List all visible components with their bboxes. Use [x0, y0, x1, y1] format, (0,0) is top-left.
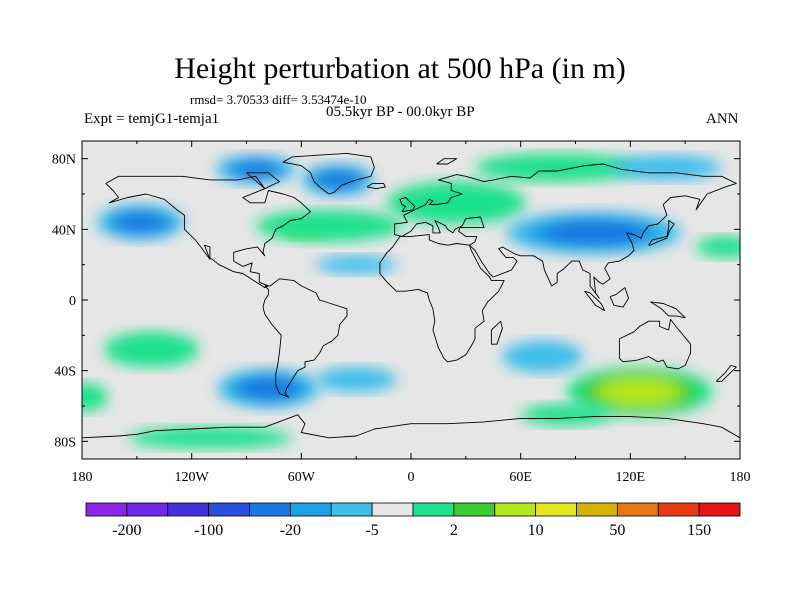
anomaly-south-pacific-high	[103, 331, 199, 368]
coastline-baffin	[246, 172, 280, 190]
anomaly-southern-ocean-high	[127, 427, 293, 449]
coastline-borneo	[609, 287, 629, 308]
colorbar-label: 10	[528, 522, 544, 539]
y-tick-label: 0	[69, 294, 76, 309]
experiment-label: Expt = temjG1-temja1	[84, 111, 220, 127]
coastline-layer	[82, 152, 740, 439]
coastline-antarctica-edge	[82, 414, 740, 439]
colorbar-swatch	[371, 502, 414, 517]
season-label: ANN	[706, 111, 739, 127]
coastline-svalbard	[436, 158, 458, 165]
coastline-north-america	[105, 175, 311, 289]
colorbar-label: -100	[194, 522, 223, 539]
anomaly-indian-ocean-low	[502, 340, 583, 373]
x-tick-label: 60E	[509, 470, 532, 485]
coastline-greenland	[282, 152, 375, 195]
coastline-south-america	[262, 278, 348, 398]
colorbar-swatch	[657, 502, 700, 517]
period-label: 05.5kyr BP - 00.0kyr BP	[326, 104, 475, 120]
anomaly-siberia-high	[474, 153, 640, 182]
colorbar-swatch	[576, 502, 618, 517]
colorbar-label: -5	[365, 522, 378, 539]
coastline-japan	[648, 220, 675, 246]
colorbar: -200 -100 -20 -5 2 10 50 150	[85, 502, 741, 539]
y-tick-label: 40S	[54, 365, 76, 380]
anomaly-west-pacific-high	[696, 236, 740, 258]
anomaly-northeast-siberia-low	[612, 155, 722, 180]
anomaly-north-atlantic-ridge	[255, 209, 402, 242]
coastline-new-guinea	[650, 301, 686, 319]
colorbar-swatch	[126, 502, 169, 517]
anomaly-layer	[82, 153, 740, 449]
colorbar-swatch	[289, 502, 332, 517]
colorbar-swatch	[412, 502, 455, 517]
colorbar-label: 50	[609, 522, 625, 539]
colorbar-label: 2	[450, 522, 458, 539]
anomaly-subtropical-atlantic-low	[315, 255, 397, 274]
colorbar-swatch	[494, 502, 537, 517]
stats-subtitle: rmsd= 3.70533 diff= 3.53474e-10	[190, 92, 367, 107]
anomaly-greenland-low	[301, 163, 375, 196]
anomaly-australia-high	[566, 367, 713, 417]
coastline-eurasia	[394, 163, 737, 299]
colorbar-label: 150	[687, 522, 711, 539]
y-tick-label: 40N	[52, 223, 76, 238]
coastline-sumatra	[584, 290, 606, 312]
colorbar-swatch	[616, 502, 659, 517]
x-tick-label: 120E	[616, 470, 646, 485]
colorbar-swatch	[535, 502, 577, 517]
coastline-africa	[379, 234, 505, 363]
chart-title: Height perturbation at 500 hPa (in m)	[174, 52, 626, 85]
anomaly-south-atlantic-low	[315, 367, 397, 392]
x-tick-label: 180	[72, 470, 93, 485]
colorbar-swatch	[208, 502, 250, 517]
coastline-australia	[618, 318, 692, 370]
colorbar-swatch	[85, 502, 128, 517]
x-tick-label: 120W	[175, 470, 210, 485]
coastline-iceland	[366, 182, 386, 190]
coastline-madagascar	[490, 320, 503, 345]
colorbar-label: -200	[112, 522, 141, 539]
anomaly-south-indian-high	[520, 404, 613, 426]
x-tick-label: 60W	[288, 470, 316, 485]
anomaly-eurasia-high	[387, 181, 527, 225]
x-tick-label: 0	[408, 470, 415, 485]
anomaly-north-pacific-low	[96, 204, 185, 240]
colorbar-swatch	[453, 502, 496, 517]
axis-ticks: 180 120W 60W 0 60E 120E 180 80N 40N 0 40S 80S	[52, 141, 751, 485]
y-tick-label: 80S	[54, 435, 76, 450]
x-tick-label: 180	[730, 470, 751, 485]
colorbar-swatch	[167, 502, 210, 517]
colorbar-swatch	[698, 502, 741, 517]
colorbar-label: -20	[280, 522, 301, 539]
anomaly-south-america-low	[217, 368, 320, 408]
coastline-new-zealand	[715, 364, 737, 382]
anomaly-arctic-canada-low	[215, 155, 296, 184]
y-tick-label: 80N	[52, 153, 76, 168]
anomaly-dateline-high	[82, 383, 108, 412]
coastline-britain	[399, 197, 416, 213]
anomaly-east-asia-low	[506, 211, 682, 255]
colorbar-swatch	[330, 502, 373, 517]
colorbar-swatch	[249, 502, 291, 517]
